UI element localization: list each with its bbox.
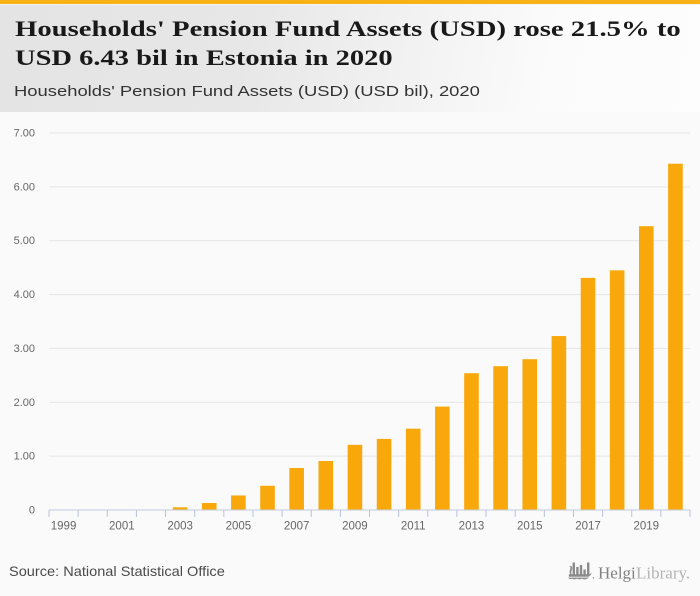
svg-text:1.00: 1.00 [14,451,35,463]
svg-text:3.00: 3.00 [14,343,35,355]
svg-text:Helgi: Helgi [598,564,636,583]
svg-text:2015: 2015 [517,521,543,533]
svg-text:2005: 2005 [226,521,252,533]
svg-text:7.00: 7.00 [14,128,35,140]
svg-text:Library.: Library. [636,564,690,583]
svg-text:2003: 2003 [167,521,193,533]
svg-text:2013: 2013 [459,521,485,533]
svg-text:2.00: 2.00 [14,397,35,409]
svg-text:1999: 1999 [51,521,77,533]
svg-text:2007: 2007 [284,521,310,533]
svg-text:2001: 2001 [109,521,135,533]
svg-text:2019: 2019 [633,521,659,533]
svg-text:0: 0 [29,505,35,517]
svg-text:2011: 2011 [401,521,426,533]
svg-text:4.00: 4.00 [14,289,35,301]
svg-text:2017: 2017 [575,521,601,533]
svg-text:6.00: 6.00 [14,181,35,193]
svg-text:2009: 2009 [342,521,368,533]
svg-text:5.00: 5.00 [14,235,35,247]
